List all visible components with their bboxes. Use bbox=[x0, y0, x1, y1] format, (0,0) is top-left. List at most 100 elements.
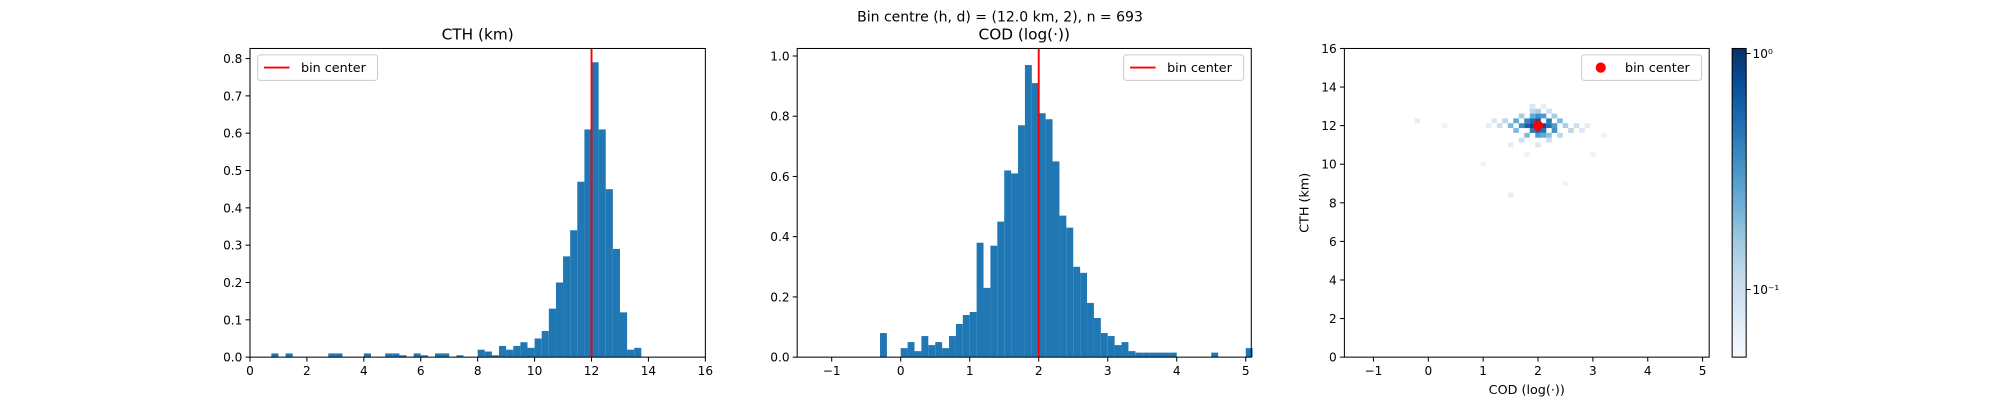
bar bbox=[1245, 348, 1253, 358]
heatmap-cell bbox=[1518, 123, 1525, 129]
x-axis-label: COD (log(·)) bbox=[1489, 383, 1565, 398]
x-tick-label: 4 bbox=[1173, 364, 1181, 378]
y-tick-label: 0.2 bbox=[223, 276, 242, 290]
y-tick-label: 0.4 bbox=[223, 201, 243, 215]
bar bbox=[627, 349, 635, 358]
y-axis-label: CTH (km) bbox=[1298, 173, 1313, 233]
x-tick-label: 5 bbox=[1242, 364, 1250, 378]
heatmap-cell bbox=[1524, 152, 1530, 157]
heatmap-cell bbox=[1491, 118, 1497, 124]
bar bbox=[328, 353, 336, 358]
heatmap-cell bbox=[1557, 118, 1563, 124]
bar bbox=[442, 353, 450, 358]
heatmap-cell bbox=[1524, 118, 1530, 124]
bar bbox=[914, 351, 922, 358]
heatmap-cell bbox=[1529, 128, 1536, 133]
heatmap-cell bbox=[1546, 118, 1552, 124]
bar bbox=[1100, 333, 1108, 358]
bar bbox=[1149, 352, 1157, 358]
y-tick-label: 0.8 bbox=[770, 110, 789, 124]
bar bbox=[1045, 119, 1053, 358]
bar bbox=[1156, 352, 1163, 358]
bar bbox=[1031, 83, 1039, 358]
x-tick-label: 2 bbox=[1035, 364, 1043, 378]
bar bbox=[1107, 336, 1115, 358]
bar bbox=[1135, 352, 1143, 358]
heatmap-cell bbox=[1485, 123, 1492, 129]
bar bbox=[880, 333, 887, 358]
bar bbox=[907, 342, 915, 358]
y-tick-label: 0.5 bbox=[223, 164, 242, 178]
bar bbox=[1038, 113, 1046, 358]
bar bbox=[563, 256, 571, 358]
heatmap-cell bbox=[1441, 123, 1448, 129]
heatmap-cell bbox=[1562, 181, 1569, 186]
heatmap-cell bbox=[1502, 118, 1508, 124]
heatmap-cell bbox=[1529, 113, 1536, 119]
heatmap-cell bbox=[1540, 123, 1547, 129]
heatmap-cell bbox=[1529, 123, 1536, 129]
bar bbox=[983, 287, 991, 358]
heatmap-cell bbox=[1540, 103, 1547, 109]
y-tick-label: 14 bbox=[1321, 81, 1337, 95]
heatmap-cell bbox=[1546, 123, 1552, 129]
bar bbox=[484, 351, 492, 358]
heatmap-cell bbox=[1540, 132, 1547, 138]
heatmap-cell bbox=[1546, 108, 1552, 114]
bar bbox=[969, 311, 977, 358]
x-tick-label: 0 bbox=[1424, 364, 1432, 378]
bar bbox=[1004, 170, 1012, 358]
heatmap-cell bbox=[1535, 142, 1541, 148]
x-tick-label: 2 bbox=[1534, 364, 1542, 378]
heatmap-cell bbox=[1529, 103, 1536, 109]
colorbar bbox=[1731, 47, 1747, 358]
heatmap-cell bbox=[1584, 123, 1591, 129]
heatmap-cell bbox=[1524, 123, 1530, 129]
legend-box bbox=[257, 54, 379, 81]
heatmap-cell bbox=[1540, 113, 1547, 119]
x-tick-label: 12 bbox=[584, 364, 599, 378]
bar bbox=[1066, 227, 1074, 358]
colorbar-tick-label: 10⁻¹ bbox=[1753, 283, 1780, 297]
bar bbox=[1024, 65, 1032, 358]
heatmap-cell bbox=[1535, 108, 1541, 114]
y-tick-label: 0.0 bbox=[223, 351, 242, 365]
x-tick-label: 0 bbox=[897, 364, 905, 378]
bar bbox=[1080, 272, 1088, 358]
bar bbox=[605, 189, 613, 358]
bar bbox=[1169, 352, 1177, 358]
bar bbox=[570, 230, 578, 358]
x-tick-label: 10 bbox=[527, 364, 542, 378]
bar bbox=[363, 353, 371, 358]
x-tick-label: 2 bbox=[303, 364, 311, 378]
heatmap-cell bbox=[1551, 123, 1558, 129]
y-tick-label: 0.1 bbox=[223, 313, 242, 327]
legend-swatch bbox=[1595, 62, 1606, 73]
bar bbox=[1073, 266, 1081, 358]
heatmap-cell bbox=[1529, 108, 1536, 114]
bar bbox=[976, 242, 984, 358]
bar bbox=[1162, 352, 1170, 358]
x-tick-label: 16 bbox=[698, 364, 713, 378]
bar bbox=[499, 345, 507, 358]
bar bbox=[434, 353, 443, 358]
bar bbox=[506, 349, 514, 358]
bar bbox=[1121, 342, 1129, 358]
x-tick-label: −1 bbox=[823, 364, 841, 378]
heatmap-cell bbox=[1540, 128, 1547, 133]
heatmap-cell bbox=[1590, 152, 1596, 157]
reference-point bbox=[1532, 120, 1544, 131]
x-tick-label: 5 bbox=[1699, 364, 1707, 378]
heatmap-cell bbox=[1529, 118, 1536, 124]
legend-label: bin center bbox=[1167, 61, 1233, 76]
bar bbox=[520, 342, 528, 358]
bar bbox=[413, 353, 421, 358]
heatmap-cell bbox=[1518, 113, 1525, 119]
bar bbox=[928, 345, 936, 358]
axes-frame bbox=[249, 47, 706, 358]
y-tick-label: 0.7 bbox=[223, 89, 242, 103]
heatmap-cell bbox=[1535, 132, 1541, 138]
heatmap-cell bbox=[1535, 113, 1541, 119]
heatmap-cell bbox=[1414, 118, 1421, 124]
